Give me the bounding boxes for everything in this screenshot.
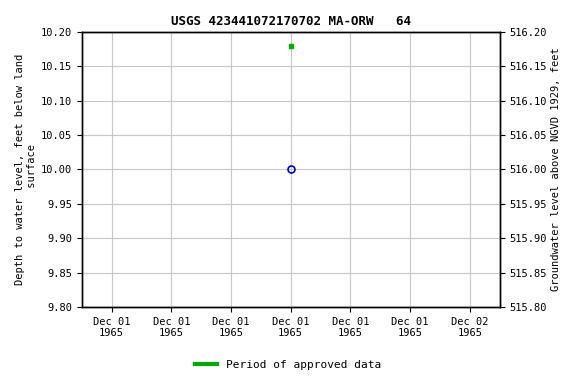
Title: USGS 423441072170702 MA-ORW   64: USGS 423441072170702 MA-ORW 64 [170,15,411,28]
Legend: Period of approved data: Period of approved data [191,356,385,375]
Y-axis label: Depth to water level, feet below land
 surface: Depth to water level, feet below land su… [15,54,37,285]
Y-axis label: Groundwater level above NGVD 1929, feet: Groundwater level above NGVD 1929, feet [551,48,561,291]
